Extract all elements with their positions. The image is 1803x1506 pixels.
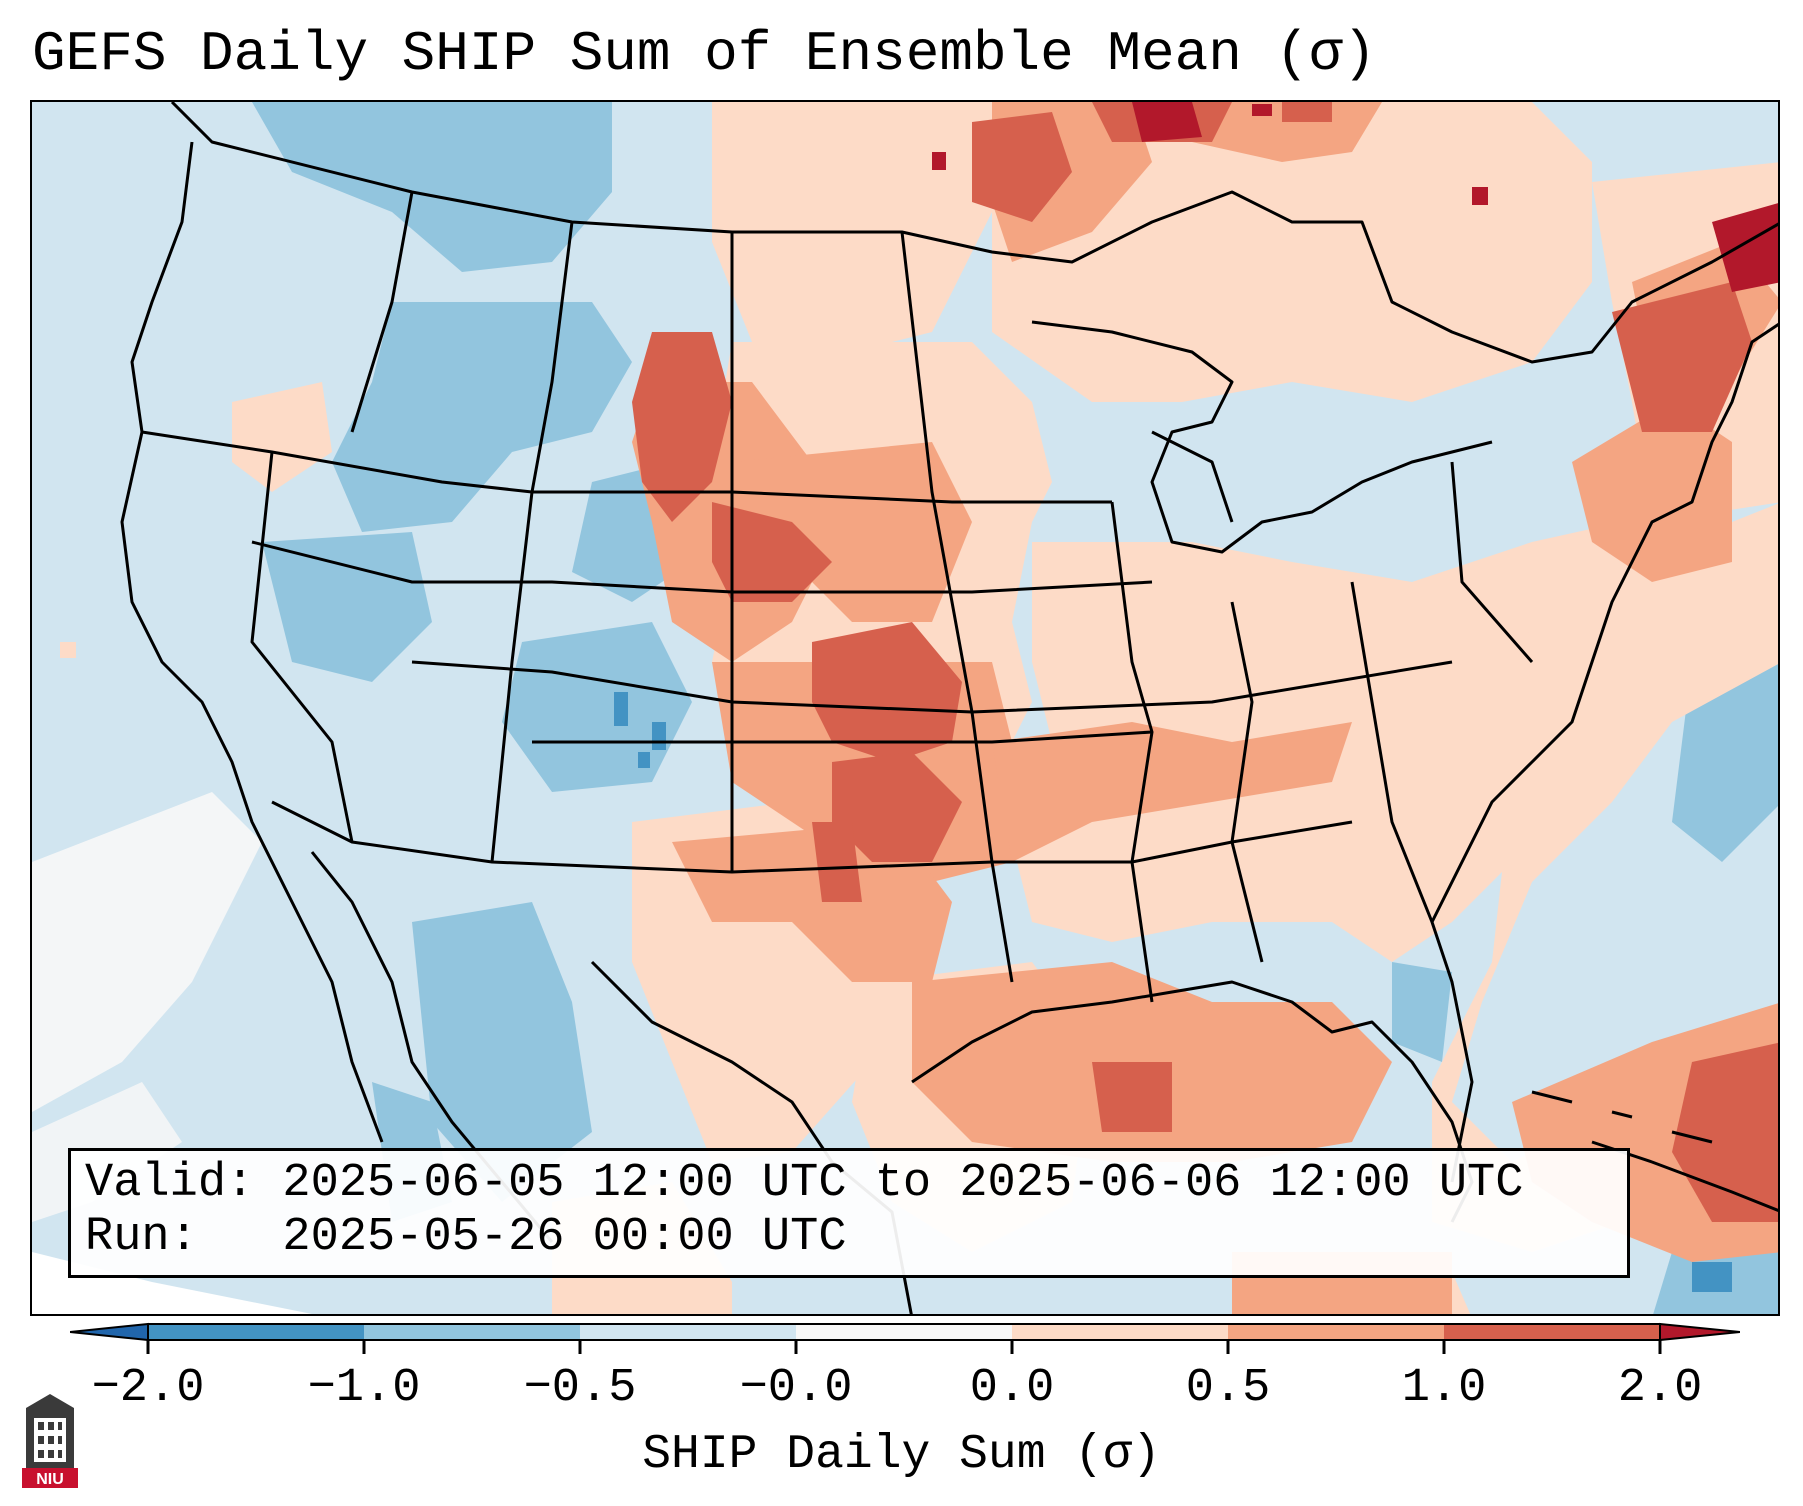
map-title: GEFS Daily SHIP Sum of Ensemble Mean (σ) — [32, 22, 1377, 86]
colorbar-tick-label: −1.0 — [307, 1362, 421, 1415]
run-time-line: Run: 2025-05-26 00:00 UTC — [85, 1211, 847, 1264]
colorbar — [70, 1322, 1740, 1354]
colorbar-tick-label: 1.0 — [1401, 1362, 1487, 1415]
boundaries — [120, 102, 1778, 1314]
valid-time-line: Valid: 2025-06-05 12:00 UTC to 2025-06-0… — [85, 1157, 1524, 1210]
colorbar-label: SHIP Daily Sum (σ) — [642, 1428, 1161, 1482]
validity-info-box: Valid: 2025-06-05 12:00 UTC to 2025-06-0… — [68, 1148, 1630, 1278]
colorbar-segment — [796, 1324, 1013, 1340]
colorbar-tick-label: −0.0 — [739, 1362, 853, 1415]
colorbar-segment — [148, 1324, 365, 1340]
colorbar-ticks — [146, 1340, 1662, 1354]
colorbar-tick-label: −0.5 — [523, 1362, 637, 1415]
ship-field-map — [32, 102, 1778, 1314]
colorbar-segment — [1228, 1324, 1445, 1340]
colorbar-segment — [580, 1324, 797, 1340]
colorbar-tick-label: 2.0 — [1617, 1362, 1703, 1415]
colorbar-segment — [364, 1324, 581, 1340]
colorbar-segment — [1012, 1324, 1229, 1340]
field-positive-extreme — [932, 102, 1778, 292]
colorbar-tick-label: 0.0 — [969, 1362, 1055, 1415]
colorbar-tick-label: 0.5 — [1185, 1362, 1271, 1415]
map-panel — [30, 100, 1780, 1316]
colorbar-segments — [147, 1323, 1661, 1341]
colorbar-tick-label: −2.0 — [91, 1362, 205, 1415]
colorbar-under-extension — [70, 1322, 149, 1342]
colorbar-segment — [1444, 1324, 1661, 1340]
niu-logo: NIU — [22, 1394, 78, 1488]
colorbar-over-extension — [1659, 1322, 1740, 1342]
logo-text: NIU — [36, 1471, 64, 1488]
